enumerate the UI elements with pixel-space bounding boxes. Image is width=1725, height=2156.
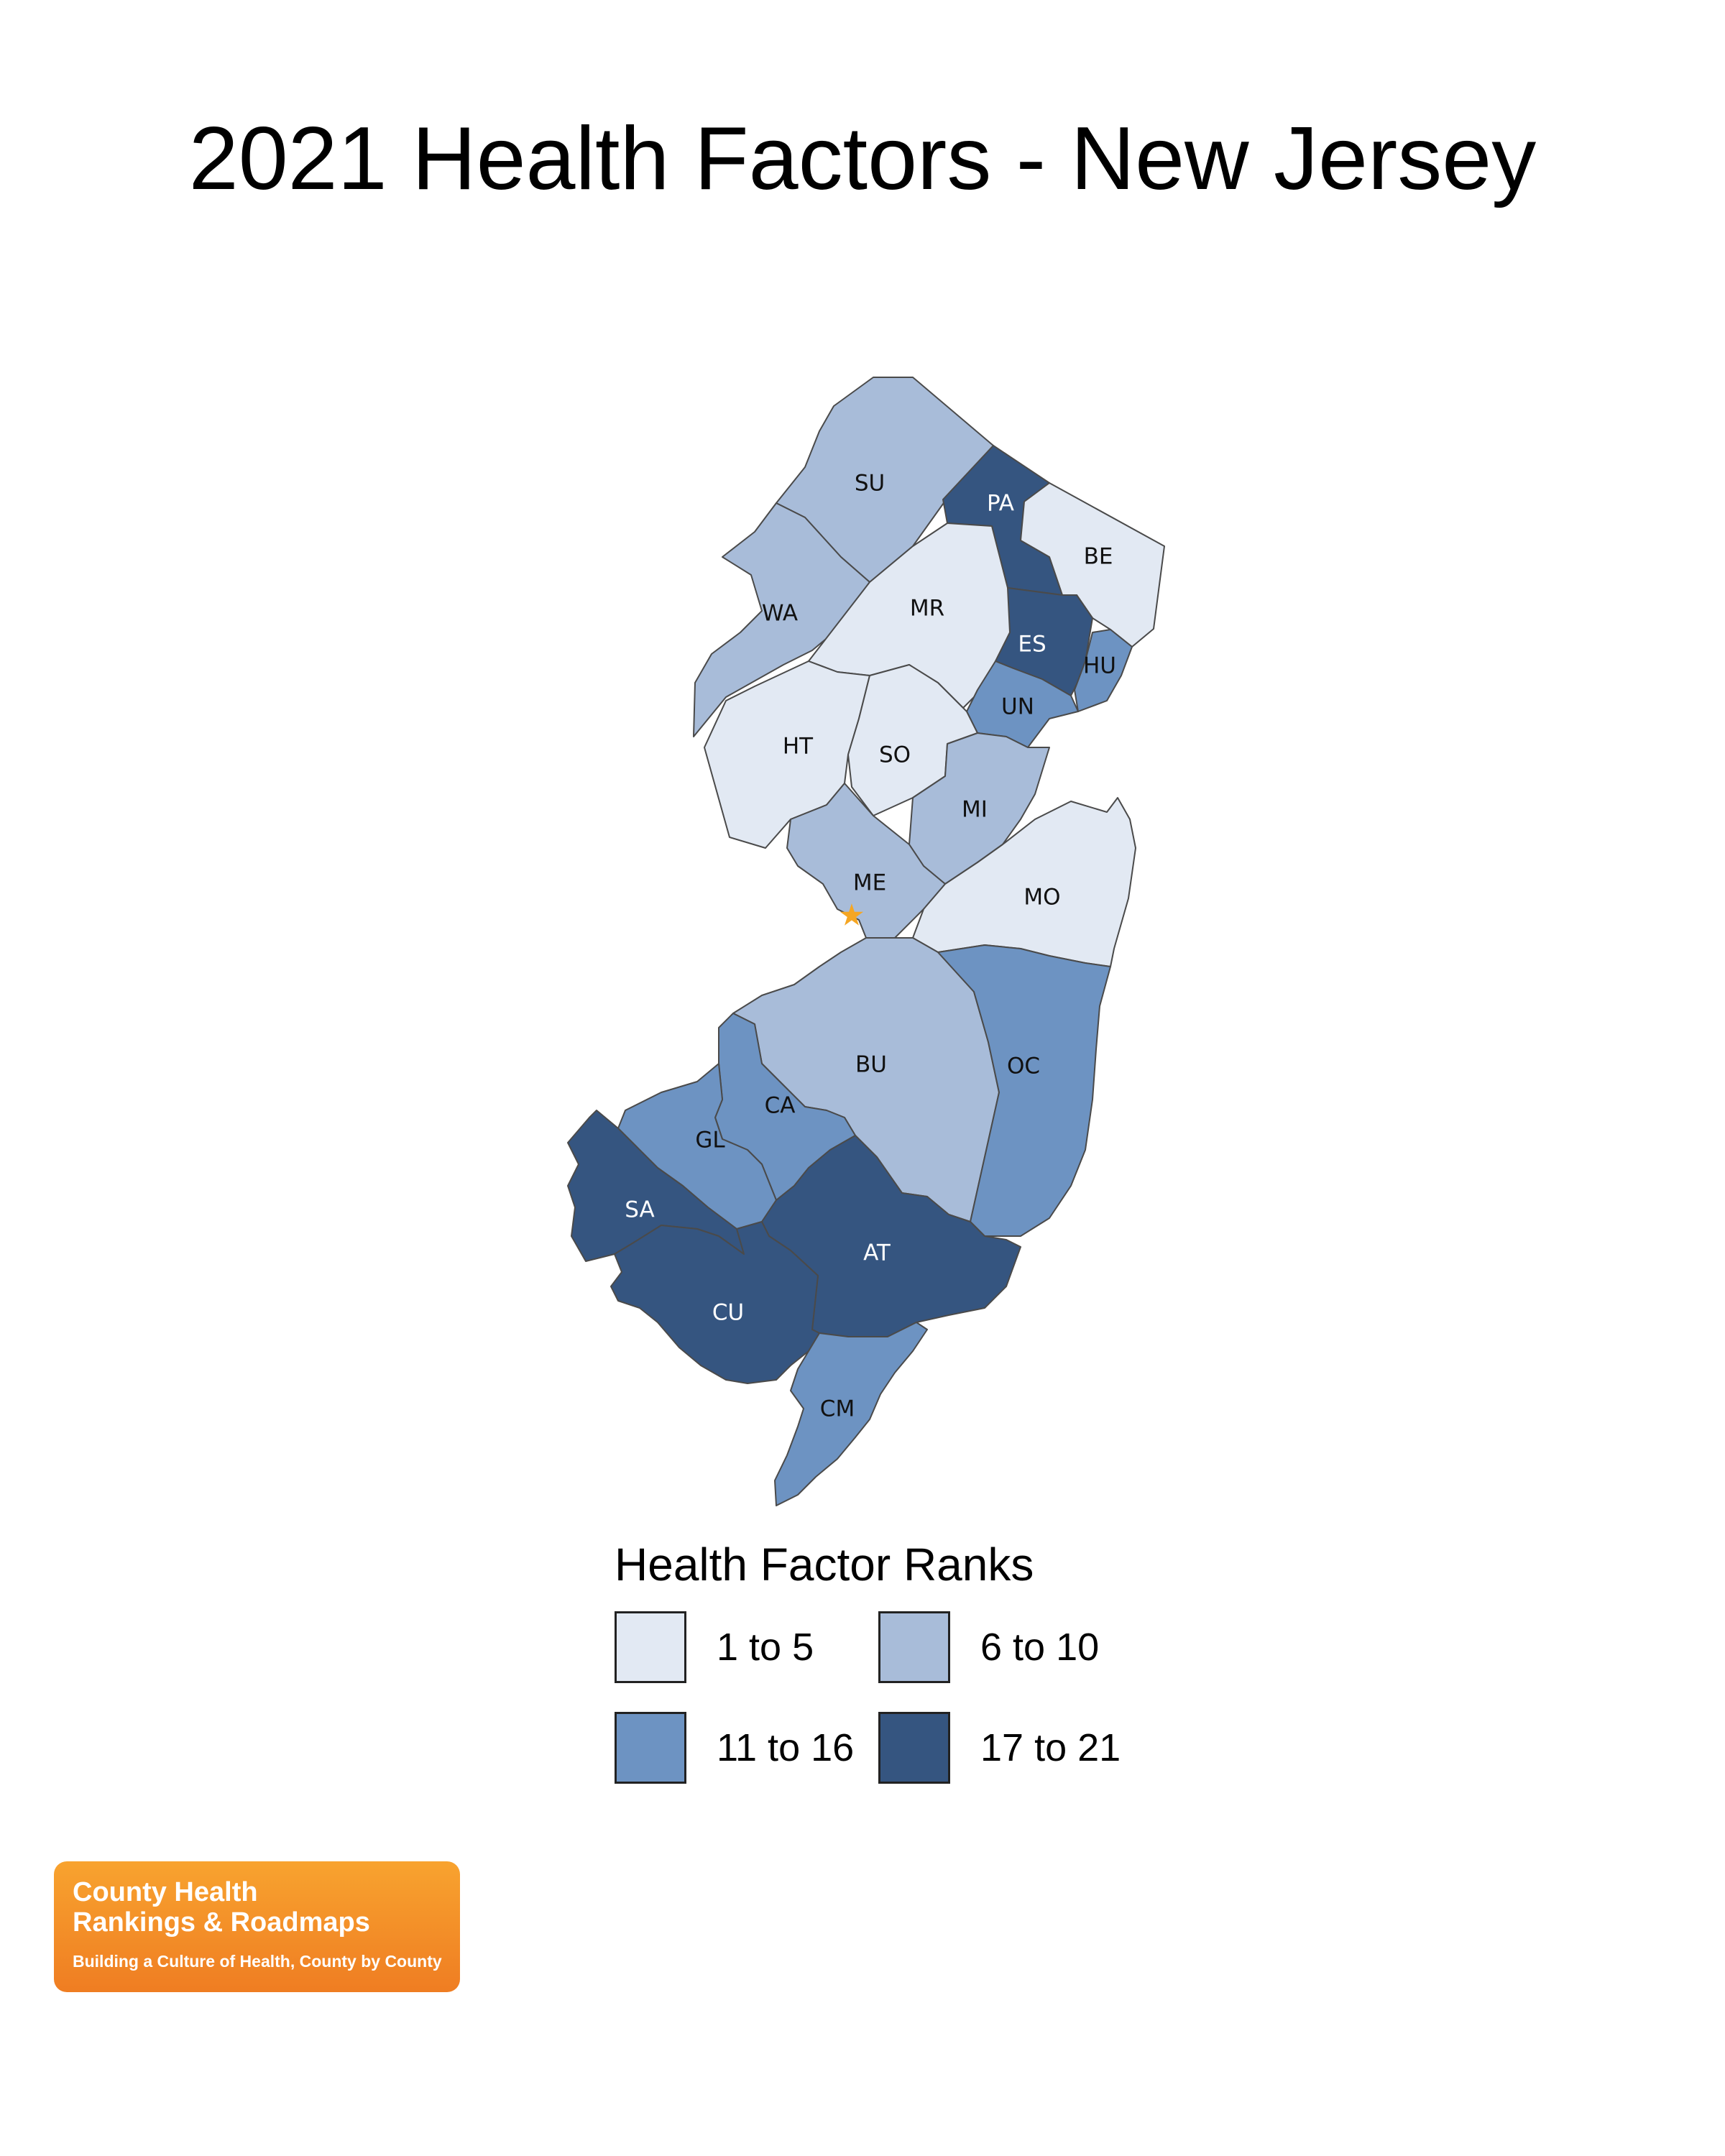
legend-item-17-to-21: 17 to 21 <box>878 1710 1121 1785</box>
county-label-hu: HU <box>1083 653 1116 679</box>
county-label-sa: SA <box>625 1197 654 1223</box>
county-un <box>966 660 1079 748</box>
county-label-be: BE <box>1084 544 1113 570</box>
county-label-at: AT <box>863 1240 891 1266</box>
county-label-so: SO <box>879 742 911 768</box>
legend-swatch <box>615 1712 686 1784</box>
logo-tagline: Building a Culture of Health, County by … <box>73 1952 442 1971</box>
county-label-un: UN <box>1001 694 1034 720</box>
county-label-ca: CA <box>765 1093 796 1119</box>
legend-label: 6 to 10 <box>980 1626 1100 1669</box>
county-label-pa: PA <box>987 491 1014 517</box>
county-oc <box>937 944 1111 1237</box>
county-label-ht: HT <box>783 734 814 760</box>
legend-item-1-to-5: 1 to 5 <box>615 1610 814 1685</box>
county-label-gl: GL <box>695 1128 725 1153</box>
legend-label: 11 to 16 <box>717 1726 855 1769</box>
map-title: 2021 Health Factors - New Jersey <box>188 109 1537 208</box>
county-label-wa: WA <box>762 601 798 627</box>
county-label-mi: MI <box>962 797 988 823</box>
legend-swatch <box>615 1611 686 1683</box>
county-cm <box>774 1322 928 1506</box>
legend-title: Health Factor Ranks <box>615 1539 1034 1590</box>
logo-line-1: County Health <box>73 1877 258 1907</box>
legend-item-6-to-10: 6 to 10 <box>878 1610 1099 1685</box>
county-label-su: SU <box>855 471 885 497</box>
county-label-cu: CU <box>712 1300 744 1326</box>
county-label-me: ME <box>853 870 886 896</box>
county-labels: SU PA BE WA MR ES HU UN HT SO MI ME MO BU OC CA GL SA AT CU… <box>625 471 1116 1422</box>
county-label-oc: OC <box>1007 1054 1040 1079</box>
county-label-cm: CM <box>820 1396 855 1422</box>
county-shapes <box>567 377 1165 1506</box>
legend-swatch <box>878 1611 950 1683</box>
county-me <box>786 783 946 939</box>
county-label-mr: MR <box>910 596 944 622</box>
legend-label: 17 to 21 <box>980 1726 1121 1769</box>
county-label-mo: MO <box>1024 885 1060 911</box>
county-label-es: ES <box>1018 632 1046 658</box>
county-wa <box>693 502 870 737</box>
legend-item-11-to-16: 11 to 16 <box>615 1710 854 1785</box>
county-label-bu: BU <box>855 1052 887 1078</box>
legend-swatch <box>878 1712 950 1784</box>
legend-label: 1 to 5 <box>717 1626 814 1669</box>
logo-line-2: Rankings & Roadmaps <box>73 1907 370 1938</box>
capital-star-icon: ★ <box>838 898 865 933</box>
county-health-rankings-logo: County Health Rankings & Roadmaps Buildi… <box>54 1861 460 1992</box>
